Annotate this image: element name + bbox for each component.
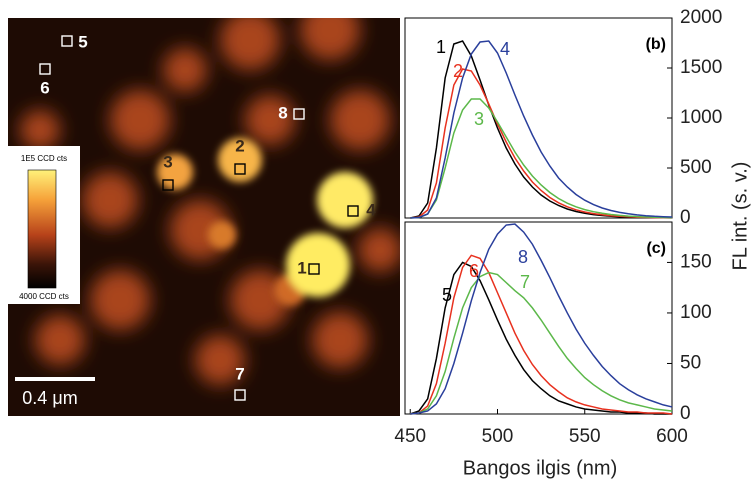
y-tick-label: 100 xyxy=(680,302,712,323)
marker-box xyxy=(347,205,359,217)
panel-label: (c) xyxy=(646,240,666,257)
line-series xyxy=(409,261,672,415)
marker-box xyxy=(234,163,246,175)
line-series xyxy=(410,98,673,219)
line-series xyxy=(410,254,673,415)
colorbar-max: 1E5 CCD cts xyxy=(21,154,67,163)
marker-label: 1 xyxy=(297,258,306,277)
marker-label: 6 xyxy=(40,78,49,97)
series-label: 7 xyxy=(520,272,530,292)
marker-box xyxy=(61,35,73,47)
scale-bar: 0.4 μm xyxy=(15,377,95,408)
y-tick-label: 50 xyxy=(680,352,701,373)
scale-bar-label: 0.4 μm xyxy=(22,388,77,408)
marker-box xyxy=(234,389,246,401)
markers: 1 2 3 4 5 6 7 8 xyxy=(39,32,376,401)
x-tick-label: 600 xyxy=(656,426,688,447)
marker-label: 4 xyxy=(366,200,376,219)
fluorescence-image xyxy=(8,18,400,416)
marker-label: 5 xyxy=(78,32,87,51)
y-tick-label: 2000 xyxy=(680,7,722,28)
y-tick-label: 150 xyxy=(680,251,712,272)
series-label: 3 xyxy=(474,109,484,129)
y-tick-label: 1500 xyxy=(680,57,722,78)
y-tick-label: 500 xyxy=(680,157,712,178)
series-label: 4 xyxy=(500,39,510,59)
panel-label: (b) xyxy=(646,36,666,53)
y-tick-label: 1000 xyxy=(680,107,722,128)
y-tick-label: 0 xyxy=(680,207,691,228)
colorbar: 1E5 CCD cts 4000 CCD cts xyxy=(8,146,80,304)
series-label: 5 xyxy=(442,285,452,305)
marker-label: 2 xyxy=(235,136,244,155)
marker-box xyxy=(293,108,305,120)
y-tick-label: 0 xyxy=(680,403,691,424)
marker-box xyxy=(162,179,174,191)
charts: 0 500 1000 1500 2000 (b) FL int. (s. v.) 12 3 4 0 5… xyxy=(394,7,751,479)
x-axis-label: Bangos ilgis (nm) xyxy=(463,457,618,479)
x-tick-label: 450 xyxy=(394,426,426,447)
series-label: 2 xyxy=(453,61,463,81)
series-label: 1 xyxy=(436,37,446,57)
x-tick-label: 500 xyxy=(482,426,514,447)
marker-box xyxy=(308,263,320,275)
line-series xyxy=(410,271,673,415)
marker-label: 8 xyxy=(278,103,287,122)
marker-label: 7 xyxy=(235,364,244,383)
colorbar-min: 4000 CCD cts xyxy=(19,292,69,301)
marker-label: 3 xyxy=(163,152,172,171)
series-label: 8 xyxy=(518,247,528,267)
marker-box xyxy=(39,63,51,75)
x-tick-label: 550 xyxy=(569,426,601,447)
y-axis-label: FL int. (s. v.) xyxy=(729,162,751,271)
line-series xyxy=(410,40,673,219)
series-label: 6 xyxy=(469,261,479,281)
line-series xyxy=(410,223,673,415)
plot-frame xyxy=(404,221,673,415)
